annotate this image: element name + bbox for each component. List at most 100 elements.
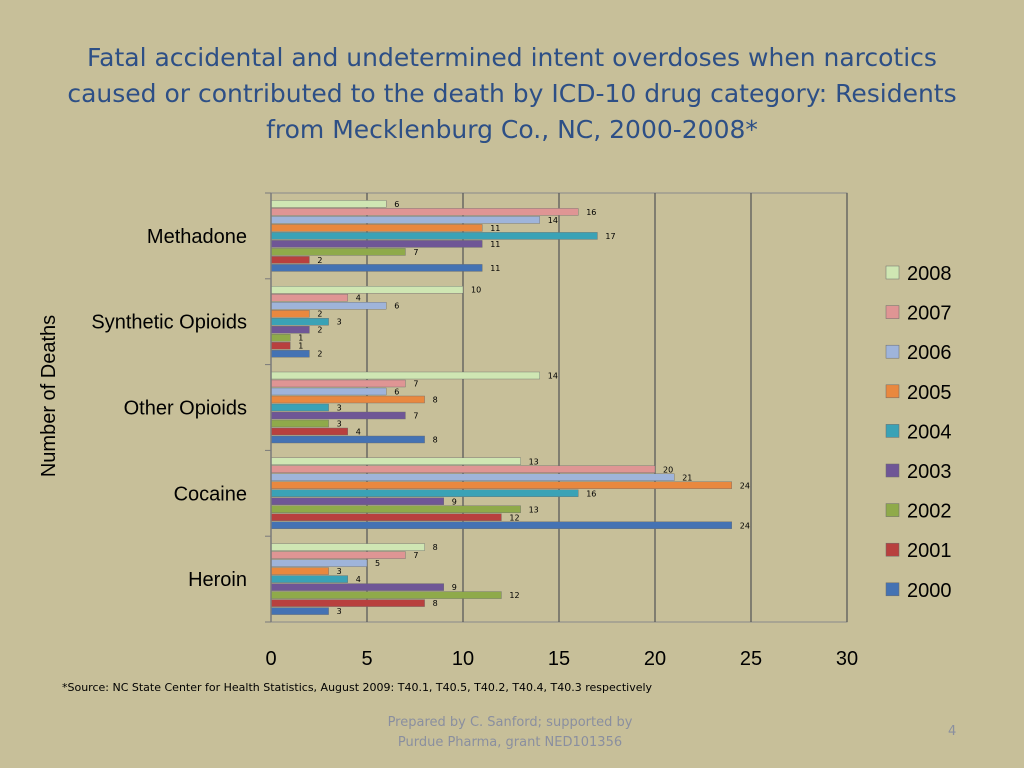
data-label: 3 — [337, 607, 342, 616]
legend-swatch — [885, 463, 900, 478]
category-label: Cocaine — [174, 483, 247, 505]
x-tick-label: 25 — [740, 648, 762, 670]
data-label: 2 — [317, 326, 322, 335]
data-label: 3 — [337, 318, 342, 327]
data-label: 8 — [433, 599, 438, 608]
data-label: 11 — [490, 240, 500, 249]
category-labels: Methadone Synthetic Opioids Other Opioids C… — [91, 226, 247, 591]
data-label: 7 — [413, 380, 418, 389]
bar — [270, 521, 732, 529]
bar — [270, 334, 291, 342]
bar — [270, 256, 310, 264]
legend-swatch — [885, 305, 900, 319]
x-tick-label: 15 — [548, 648, 570, 670]
x-tick-label: 10 — [452, 648, 474, 670]
bar — [270, 575, 349, 583]
bar-chart: 6161411171172111046232112147683734813202… — [38, 192, 952, 670]
bar — [270, 505, 521, 513]
bar — [270, 473, 675, 481]
bar — [270, 543, 425, 551]
data-label: 16 — [586, 489, 596, 498]
legend-label: 2001 — [907, 540, 952, 562]
x-tick-label: 30 — [836, 648, 858, 670]
data-label: 13 — [529, 457, 539, 466]
bar — [270, 371, 540, 380]
bar — [270, 224, 483, 232]
bar — [270, 326, 310, 334]
bar — [270, 481, 732, 489]
bar — [270, 264, 483, 272]
data-label: 1 — [298, 342, 303, 351]
category-label: Synthetic Opioids — [91, 312, 247, 334]
legend-label: 2008 — [907, 263, 952, 285]
data-label: 10 — [471, 286, 481, 295]
data-label: 17 — [605, 232, 615, 241]
data-label: 14 — [548, 216, 558, 225]
data-label: 4 — [356, 294, 361, 303]
data-label: 9 — [452, 497, 457, 506]
legend-swatch — [885, 344, 900, 359]
data-label: 8 — [433, 543, 438, 552]
x-tick-labels: 0 5 10 15 20 25 30 — [265, 648, 858, 670]
category-label: Heroin — [188, 569, 247, 591]
bar — [270, 599, 425, 607]
bar — [270, 379, 406, 388]
data-label: 3 — [337, 567, 342, 576]
category-label: Other Opioids — [124, 398, 247, 420]
bar — [270, 302, 387, 310]
bar — [270, 427, 349, 436]
legend-swatch — [885, 582, 900, 597]
data-label: 3 — [337, 404, 342, 413]
data-label: 4 — [356, 575, 361, 584]
bar — [270, 465, 656, 473]
data-label: 1 — [298, 334, 303, 343]
x-tick-label: 5 — [361, 648, 372, 670]
data-label: 9 — [452, 583, 457, 592]
data-label: 4 — [356, 428, 361, 437]
bar — [270, 318, 329, 326]
data-label: 21 — [682, 473, 692, 482]
data-label: 2 — [317, 350, 322, 359]
bar — [270, 387, 387, 396]
legend-label: 2005 — [907, 382, 952, 404]
bar — [270, 342, 291, 350]
bar — [270, 607, 329, 615]
data-label: 3 — [337, 420, 342, 429]
credit-line-1: Prepared by C. Sanford; supported by — [387, 715, 633, 730]
bar — [270, 583, 445, 591]
slide-title: Fatal accidental and undetermined intent… — [67, 43, 957, 144]
axes — [265, 192, 272, 623]
bar — [270, 395, 425, 404]
bar — [270, 286, 464, 294]
bar — [270, 248, 406, 256]
data-label: 13 — [529, 505, 539, 514]
bar — [270, 489, 579, 497]
bar — [270, 200, 387, 208]
legend-swatch — [885, 424, 900, 438]
data-label: 7 — [413, 248, 418, 257]
data-labels: 6161411171172111046232112147683734813202… — [298, 200, 750, 616]
legend-label: 2003 — [907, 461, 952, 483]
page-number: 4 — [948, 724, 957, 739]
y-axis-label: Number of Deaths — [38, 315, 60, 477]
data-label: 12 — [509, 513, 519, 522]
bar — [270, 497, 445, 505]
source-footnote: *Source: NC State Center for Health Stat… — [62, 681, 653, 694]
data-label: 11 — [490, 264, 500, 273]
bars — [270, 200, 732, 615]
data-label: 2 — [317, 256, 322, 265]
bar — [270, 591, 502, 599]
legend-label: 2002 — [907, 501, 952, 523]
bar — [270, 551, 406, 559]
bar — [270, 294, 349, 302]
data-label: 6 — [394, 388, 399, 397]
data-label: 24 — [740, 521, 750, 530]
data-label: 14 — [548, 372, 558, 381]
data-label: 16 — [586, 208, 596, 217]
bar — [270, 411, 406, 420]
data-label: 8 — [433, 436, 438, 445]
data-label: 6 — [394, 200, 399, 209]
data-label: 20 — [663, 465, 673, 474]
legend-swatch — [885, 503, 900, 517]
bar — [270, 567, 329, 575]
